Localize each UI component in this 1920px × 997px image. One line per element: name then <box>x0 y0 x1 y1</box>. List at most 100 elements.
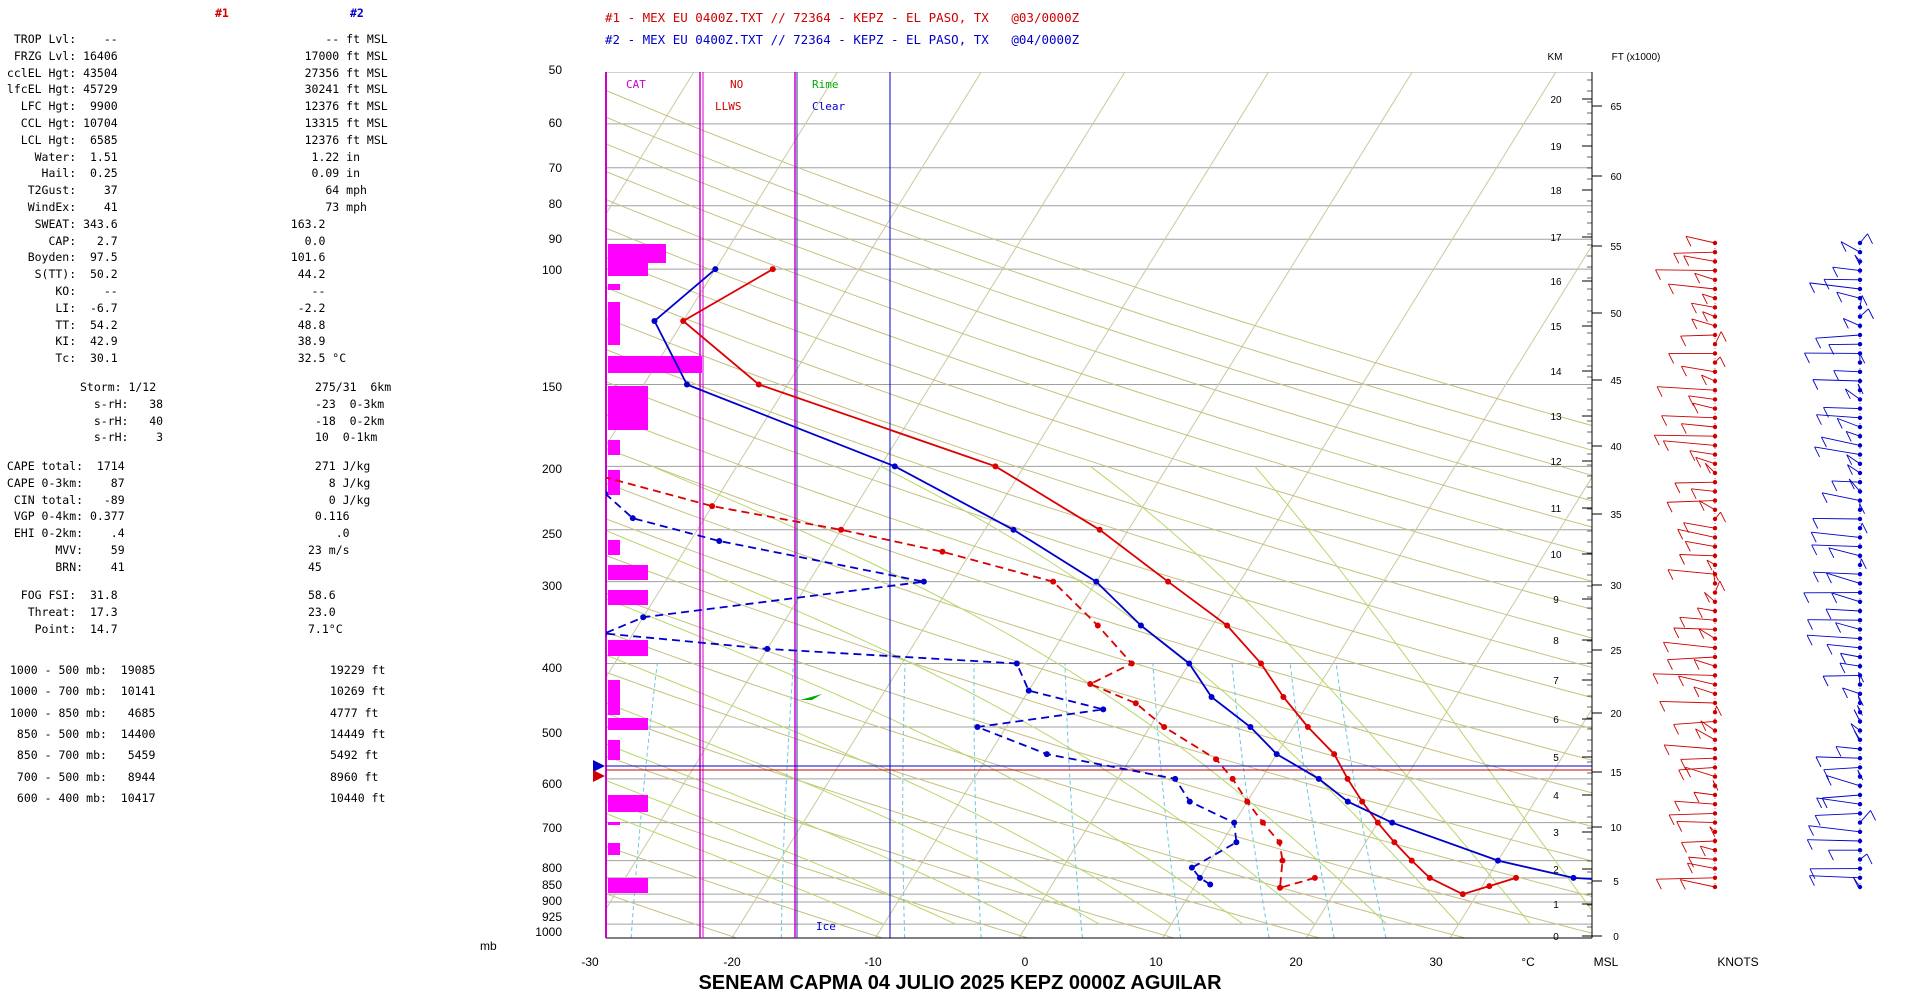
cape-row-value2: 0.116 <box>308 509 350 524</box>
stat-row-label: T2Gust: 37 <box>0 183 118 198</box>
llws-label: LLWS <box>715 100 742 113</box>
wind-barb-series2-flag <box>1816 797 1823 809</box>
moist-adiabat <box>606 780 957 925</box>
dry-adiabat <box>606 447 1592 761</box>
stat-row-value2: 38.9 <box>270 334 326 349</box>
stat-row-label: Water: 1.51 <box>0 149 118 164</box>
wind-barb-series2-shaft <box>1809 875 1861 879</box>
stat-row-label: CCL Hgt: 10704 <box>0 116 118 130</box>
wind-barb-series2-flag <box>1815 337 1822 349</box>
mixing-ratio-line <box>1231 663 1270 938</box>
wind-barb-series1-shaft <box>1692 402 1716 410</box>
wind-barb-series2-flag <box>1812 572 1819 583</box>
series1-dewpoint-point <box>1229 775 1236 782</box>
wind-barb-series2-shaft <box>1840 652 1861 658</box>
pressure-tick-label: 600 <box>542 777 562 791</box>
wind-barb-series1-flag <box>1677 529 1684 540</box>
wind-barb-series1-flag <box>1668 353 1675 364</box>
no-label: NO <box>730 78 743 91</box>
fog-row-label: FOG FSI: 31.8 <box>0 588 118 602</box>
knots-label: KNOTS <box>1717 955 1758 969</box>
series1-temperature-point <box>1258 660 1265 667</box>
wind-barb-series1-shaft <box>1702 293 1716 299</box>
km-tick-label: 8 <box>1553 636 1559 647</box>
wind-barb-series2-flag <box>1810 532 1817 543</box>
wind-barb-series1-shaft <box>1680 334 1716 337</box>
series2-temperature-point <box>1315 775 1322 782</box>
ft-tick-label: 50 <box>1610 309 1622 320</box>
wind-barb-series1-shaft <box>1678 766 1716 771</box>
wind-barb-series2-flag <box>1861 295 1868 306</box>
series1-temperature-point <box>1459 891 1466 898</box>
wind-barb-series1-flag <box>1704 592 1710 603</box>
series1-temperature-point <box>1486 883 1493 890</box>
series1-temperature-point <box>1304 723 1311 730</box>
pressure-tick-label: 250 <box>542 527 562 541</box>
wind-barb-series1-dot <box>1712 498 1718 503</box>
wind-barb-series1-flag <box>1661 415 1667 426</box>
stat-row-label: LI: -6.7 <box>0 300 118 315</box>
fog-row-label: Threat: 17.3 <box>0 604 118 619</box>
km-tick-label: 13 <box>1550 412 1562 423</box>
wind-barb-series1-shaft <box>1679 554 1716 557</box>
wind-barb-series2-flag <box>1825 775 1832 786</box>
wind-barb-series1-shaft <box>1688 856 1716 860</box>
wind-barb-series1-shaft <box>1674 800 1716 805</box>
series1-dewpoint-point <box>1213 756 1220 763</box>
stat-row-value2: 64 mph <box>270 183 367 198</box>
series1-dewpoint-point <box>1277 884 1284 891</box>
cape-row-value2: .0 <box>308 526 350 541</box>
wind-barb-series2-flag <box>1823 279 1830 290</box>
fog-row-value2: 58.6 <box>308 588 336 602</box>
wind-barb-series2-shaft <box>1816 797 1861 805</box>
wind-barb-series1-shaft <box>1654 434 1716 437</box>
wind-barb-series2-flag <box>1870 810 1876 821</box>
wind-barb-series2-shaft <box>1826 572 1861 584</box>
moist-adiabat <box>606 530 1316 925</box>
wind-barb-series1-flag <box>1719 580 1726 592</box>
wind-barb-series2-flag <box>1821 436 1827 448</box>
wind-barb-series1-flag <box>1679 617 1686 628</box>
cat-bar <box>608 565 648 580</box>
thickness-row-label: 850 - 700 mb: 5459 <box>10 748 156 763</box>
cat-bar <box>608 843 620 855</box>
cape-row-value2: 271 J/kg <box>308 459 371 473</box>
stat-row-label: CAP: 2.7 <box>0 233 118 248</box>
wind-barb-series1-shaft <box>1689 450 1716 456</box>
wind-barb-series2-flag <box>1840 653 1846 664</box>
stat-row-value2: -2.2 <box>270 300 326 315</box>
storm-row-value2: -18 0-2km <box>315 413 385 428</box>
wind-barb-series1-shaft <box>1679 616 1716 621</box>
wind-barb-series2-flag <box>1811 544 1818 556</box>
km-tick-label: 6 <box>1553 715 1559 726</box>
wind-barb-series1-flag <box>1700 720 1707 732</box>
pressure-tick-label: 300 <box>542 579 562 593</box>
cape-row-label: CAPE total: 1714 <box>0 459 125 473</box>
series1-temperature-point <box>1165 578 1172 585</box>
wind-barb-series2-flag <box>1847 464 1853 475</box>
wind-barb-series2-shaft <box>1832 266 1861 272</box>
wind-barb-series1-flag <box>1702 311 1708 322</box>
dry-adiabat <box>606 143 1592 476</box>
wind-barb-series2-flag <box>1826 572 1832 584</box>
moist-adiabat <box>651 465 1388 925</box>
stat-row-value2: -- <box>270 284 326 298</box>
wind-barb-series2-shaft <box>1824 278 1861 281</box>
cat-bar <box>608 302 620 345</box>
series2-dewpoint-point <box>1100 706 1107 713</box>
wind-barb-series1-flag <box>1673 627 1680 639</box>
wind-barb-series1-flag <box>1666 502 1673 513</box>
wind-barb-series2-flag <box>1826 644 1833 655</box>
source-line-1: #1 - MEX EU 0400Z.TXT // 72364 - KEPZ - … <box>605 10 1080 25</box>
cat-bar <box>608 540 620 555</box>
wind-barb-series1-flag <box>1691 318 1698 330</box>
wind-barb-series1-flag <box>1690 488 1697 499</box>
series2-dewpoint-point <box>1025 687 1032 694</box>
thickness-row-value2: 10440 ft <box>330 790 386 805</box>
wind-barb-series2-flag <box>1857 705 1863 716</box>
dry-adiabat <box>606 671 1466 938</box>
wind-barb-series1-flag <box>1695 728 1701 740</box>
stat-row-value2: 1.22 in <box>270 149 361 164</box>
wind-barb-series1-shaft <box>1714 356 1721 363</box>
wind-barb-series1-shaft <box>1698 628 1716 639</box>
